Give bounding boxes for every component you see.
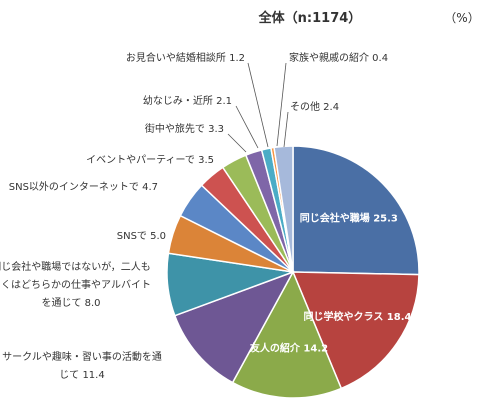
slice-2 [231,270,343,399]
leader-line-8 [227,133,247,153]
slice-label-3-line-0: サークルや趣味・習い事の活動を通 [2,350,162,363]
slice-label-3-line-1: じて 11.4 [59,369,104,381]
slice-0 [292,145,420,276]
slice-label-5: SNSで 5.0 [117,231,166,242]
chart-title: 全体（n:1174） [258,10,362,26]
unit-label: （%） [444,11,479,25]
slice-label-11: 家族や親戚の紹介 0.4 [289,51,388,64]
slice-label-4-line-0: 同じ会社や職場ではないが，二人も [0,260,151,273]
slice-label-7: イベントやパーティーで 3.5 [86,154,214,166]
slice-label-1: 同じ学校やクラス 18.4 [304,310,412,323]
slice-label-6: SNS以外のインターネットで 4.7 [9,181,158,193]
slice-label-2: 友人の紹介 14.2 [250,342,328,355]
leader-line-10 [247,62,269,148]
leader-line-11 [276,62,287,147]
pie-slices [166,145,420,399]
slice-label-4-line-2: を通じて 8.0 [41,297,100,309]
slice-label-4-line-1: しくはどちらかの仕事やアルバイト [0,278,151,291]
leader-line-9 [235,105,259,149]
slice-1 [291,271,420,390]
slice-label-8: 街中や旅先で 3.3 [145,122,224,135]
leader-line-12 [283,111,289,148]
slice-3 [173,270,295,384]
slice-label-9: 幼なじみ・近所 2.1 [143,94,232,107]
slice-label-10: お見合いや結婚相談所 1.2 [126,51,245,64]
slice-12 [273,145,294,273]
slice-label-0: 同じ会社や職場 25.3 [300,211,398,224]
leader-lines [227,62,289,153]
slice-labels: 同じ会社や職場 25.3 同じ学校やクラス 18.4 友人の紹介 14.2 サークルや… [0,51,412,381]
slice-label-12: その他 2.4 [290,100,339,113]
